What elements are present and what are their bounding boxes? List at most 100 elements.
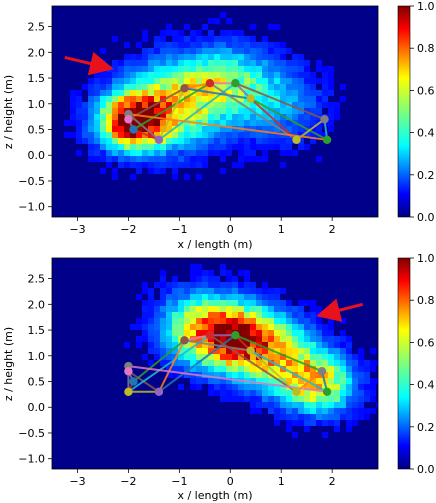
heatmap-cell [226,48,232,54]
heatmap-cell [346,408,352,414]
heatmap-cell [88,90,94,96]
heatmap-cell [244,306,250,312]
heatmap-cell [304,108,310,114]
heatmap-cell [244,300,250,306]
heatmap-cell [370,396,376,402]
heatmap-cell [100,126,106,132]
heatmap-cell [196,102,202,108]
colorbar [397,257,411,470]
heatmap-cell [274,72,280,78]
heatmap-cell [280,60,286,66]
heatmap-cell [226,330,232,336]
annotation-arrow [316,298,364,322]
heatmap-cell [130,120,136,126]
heatmap-cell [316,306,322,312]
heatmap-cell [124,150,130,156]
heatmap-cell [142,288,148,294]
heatmap-cell [268,390,274,396]
heatmap-cell [262,126,268,132]
heatmap-cell [334,366,340,372]
heatmap-cell [274,324,280,330]
heatmap-cell [202,282,208,288]
heatmap-cell [100,168,106,174]
heatmap-cell [310,420,316,426]
heatmap-cell [328,330,334,336]
heatmap-cell [208,306,214,312]
heatmap-cell [88,84,94,90]
heatmap-cell [214,300,220,306]
heatmap-cell [298,318,304,324]
heatmap-cell [118,78,124,84]
heatmap-cell [358,360,364,366]
heatmap-cell [196,30,202,36]
heatmap-cell [220,120,226,126]
heatmap-cell [328,396,334,402]
heatmap-cell [298,306,304,312]
x-tick-label: 2 [329,475,336,488]
heatmap-cell [334,102,340,108]
heatmap-cell [184,66,190,72]
heatmap-cell [166,144,172,150]
heatmap-cell [178,126,184,132]
heatmap-cell [178,330,184,336]
heatmap-cell [184,174,190,180]
heatmap-cell [244,42,250,48]
heatmap-cell [250,282,256,288]
heatmap-cell [136,156,142,162]
heatmap-cell [256,288,262,294]
heatmap-cell [214,48,220,54]
heatmap-cell [184,354,190,360]
heatmap-cell [112,138,118,144]
heatmap-cell [196,156,202,162]
heatmap-cell [106,144,112,150]
heatmap-cell [130,72,136,78]
heatmap-cell [310,342,316,348]
heatmap-cell [172,54,178,60]
heatmap-cell [304,336,310,342]
heatmap-cell [322,360,328,366]
heatmap-cell [196,42,202,48]
heatmap-cell [166,24,172,30]
heatmap-cell [196,60,202,66]
heatmap-cell [220,360,226,366]
heatmap-cell [334,348,340,354]
heatmap-cell [304,354,310,360]
heatmap-cell [286,360,292,366]
heatmap-cell [100,78,106,84]
skeleton-link [250,349,328,393]
heatmap-cell [154,42,160,48]
heatmap-cell [160,270,166,276]
heatmap-cell [226,78,232,84]
heatmap-cell [112,120,118,126]
heatmap-cell [286,48,292,54]
heatmap-cell [136,102,142,108]
heatmap-cell [178,312,184,318]
heatmap-cell [136,66,142,72]
heatmap-cell [118,150,124,156]
heatmap-cell [106,126,112,132]
heatmap-cell [268,342,274,348]
heatmap-cell [202,24,208,30]
heatmap-cell [112,114,118,120]
heatmap-cell [100,132,106,138]
heatmap-cell [244,390,250,396]
skeleton-link [184,334,211,342]
heatmap-cell [184,288,190,294]
heatmap-cell [142,138,148,144]
heatmap-cell [142,48,148,54]
heatmap-cell [196,300,202,306]
heatmap-cell [208,318,214,324]
heatmap-cell [238,318,244,324]
heatmap-cell [250,372,256,378]
heatmap-cell [310,120,316,126]
heatmap-cell [130,162,136,168]
heatmap-cell [88,138,94,144]
heatmap-cell [208,96,214,102]
heatmap-cell [226,312,232,318]
heatmap-cell [166,366,172,372]
heatmap-cell [196,132,202,138]
heatmap-cell [190,126,196,132]
y-tick-label: 1.0 [28,350,46,363]
heatmap-cell [208,384,214,390]
heatmap-cell [280,372,286,378]
